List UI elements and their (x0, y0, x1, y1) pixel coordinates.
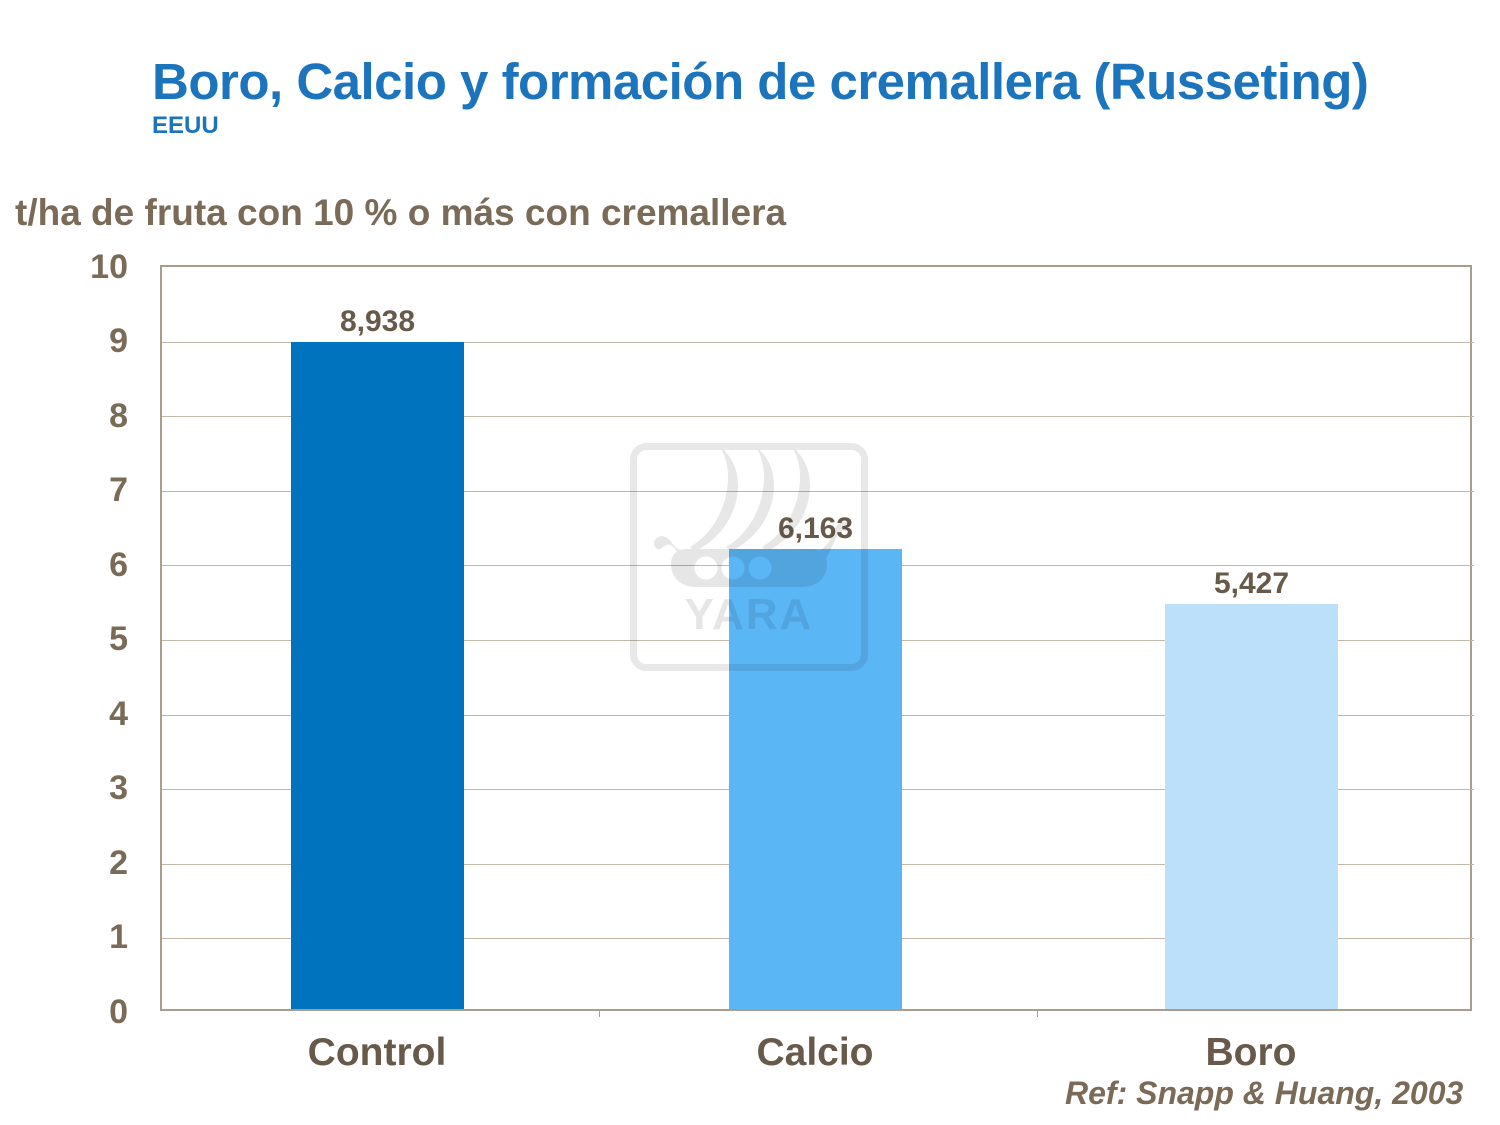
svg-text:YARA: YARA (685, 590, 814, 639)
